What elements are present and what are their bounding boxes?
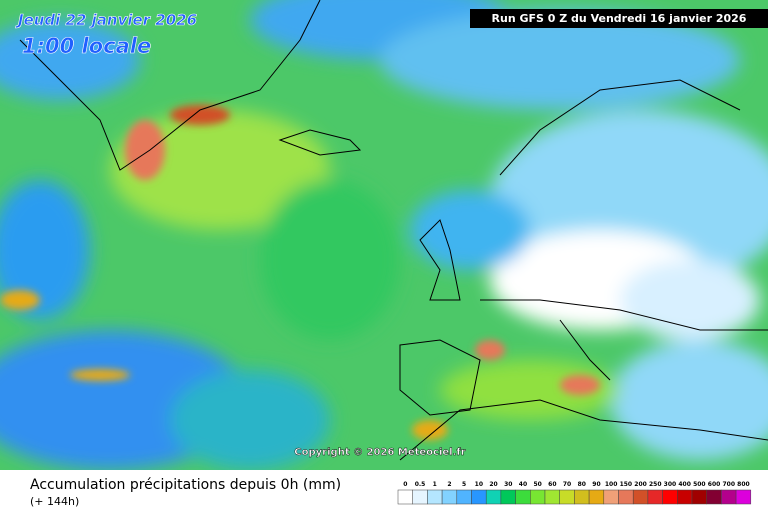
color-scale: 0 0.5 1 2 5 10 20 30 40 50 60 70 80 90 100 150 200 250 300…: [397, 481, 752, 505]
scale-label: 5: [462, 481, 466, 488]
scale-swatch: [632, 489, 649, 505]
scale-label: 700: [722, 481, 735, 488]
copyright: Copyright © 2026 Meteociel.fr: [294, 447, 465, 458]
run-box: [470, 9, 768, 28]
scale-swatch: [706, 489, 722, 505]
scale-swatch: [412, 489, 428, 505]
scale-swatch: [544, 489, 560, 505]
legend-title: Accumulation précipitations depuis 0h (m…: [30, 477, 341, 493]
scale-label: 0: [403, 481, 407, 488]
scale-swatch: [574, 489, 590, 505]
time-label: 1:00 locale: [22, 34, 151, 58]
scale-swatch: [618, 489, 634, 505]
scale-label: 100: [605, 481, 618, 488]
scale-label: 150: [620, 481, 633, 488]
scale-swatch: [735, 489, 752, 505]
scale-label: 60: [548, 481, 556, 488]
scale-label: 50: [533, 481, 541, 488]
scale-swatch: [397, 489, 413, 505]
scale-swatch: [515, 489, 531, 505]
scale-swatch: [530, 489, 546, 505]
run-label: Run GFS 0 Z du Vendredi 16 janvier 2026: [492, 12, 747, 25]
scale-label: 800: [737, 481, 750, 488]
scale-label: 300: [664, 481, 677, 488]
scale-label: 250: [649, 481, 662, 488]
scale-label: 1: [433, 481, 437, 488]
scale-label: 400: [678, 481, 691, 488]
scale-label: 500: [693, 481, 706, 488]
scale-swatch: [588, 489, 605, 505]
scale-label: 30: [504, 481, 512, 488]
scale-label: 40: [519, 481, 527, 488]
scale-swatch: [427, 489, 443, 505]
scale-label: 20: [489, 481, 497, 488]
scale-label: 70: [563, 481, 571, 488]
scale-swatch: [471, 489, 487, 505]
scale-label: 2: [447, 481, 451, 488]
scale-label: 200: [634, 481, 647, 488]
scale-swatch: [662, 489, 678, 505]
scale-swatch: [647, 489, 663, 505]
date-label: Jeudi 22 janvier 2026: [15, 11, 197, 29]
scale-label: 80: [578, 481, 586, 488]
legend-subtitle: (+ 144h): [30, 495, 79, 508]
scale-swatch: [441, 489, 458, 505]
scale-label: 10: [475, 481, 483, 488]
scale-label: 600: [708, 481, 721, 488]
scale-swatch: [721, 489, 737, 505]
scale-swatch: [485, 489, 502, 505]
scale-swatch: [603, 489, 619, 505]
scale-swatch: [559, 489, 575, 505]
scale-swatch: [456, 489, 472, 505]
scale-label: 0.5: [415, 481, 426, 488]
scale-swatch: [677, 489, 693, 505]
scale-swatch: [500, 489, 516, 505]
scale-swatch: [691, 489, 707, 505]
scale-label: 90: [592, 481, 600, 488]
precipitation-map: [0, 0, 768, 470]
